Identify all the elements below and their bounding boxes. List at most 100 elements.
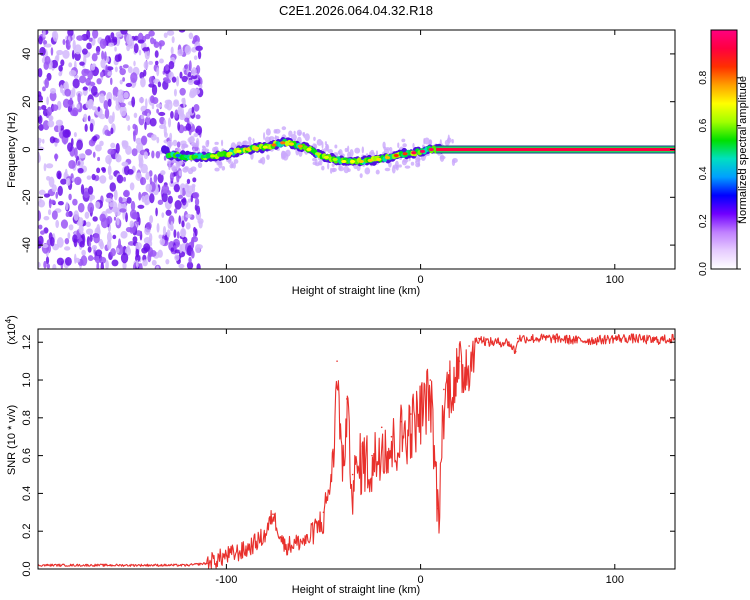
noise-speckle: [74, 176, 82, 186]
ridge-core: [253, 146, 260, 150]
ridge-halo-speckle: [314, 162, 321, 167]
ridge-core: [175, 153, 181, 158]
noise-speckle: [89, 196, 93, 202]
spectrogram-y-tick-label: 20: [21, 96, 33, 108]
noise-speckle: [192, 191, 200, 199]
ridge-core: [183, 154, 190, 159]
spectrogram-x-label: Height of straight line (km): [292, 285, 420, 297]
noise-speckle: [174, 208, 178, 214]
colorbar-tick-label: 0.4: [698, 166, 709, 180]
noise-speckle: [187, 198, 192, 203]
noise-speckle: [158, 234, 163, 239]
ridge-core: [262, 145, 268, 149]
noise-speckle: [179, 87, 186, 96]
noise-speckle: [42, 40, 48, 45]
ridge-halo-speckle: [402, 143, 407, 148]
noise-speckle: [188, 32, 194, 40]
snr-data-point: [70, 564, 72, 567]
noise-speckle: [106, 208, 111, 214]
snr-data-point: [361, 445, 364, 447]
noise-speckle: [60, 59, 65, 67]
ridge-halo-speckle: [304, 133, 310, 141]
noise-speckle: [110, 32, 115, 39]
noise-speckle: [115, 103, 121, 111]
noise-speckle: [99, 93, 105, 104]
noise-speckle: [135, 172, 143, 181]
snr-marks: [38, 333, 675, 569]
noise-speckle: [190, 238, 195, 249]
noise-speckle: [47, 209, 52, 216]
noise-speckle: [42, 30, 46, 38]
colorbar: 0.0 0.2 0.4 0.6 0.8 Normalized spectral ampl…: [698, 29, 749, 276]
noise-speckle: [65, 211, 70, 218]
noise-speckle: [195, 114, 201, 120]
noise-speckle: [181, 197, 187, 206]
noise-speckle: [173, 229, 177, 238]
noise-speckle: [170, 220, 174, 231]
snr-y-tick-label: 0.2: [21, 524, 33, 539]
noise-speckle: [52, 104, 59, 112]
noise-speckle: [155, 207, 158, 217]
noise-speckle: [181, 97, 185, 104]
snr-data-point: [342, 464, 344, 466]
noise-speckle: [51, 184, 57, 193]
noise-speckle: [122, 261, 127, 269]
colorbar-tick-label: 0.8: [698, 70, 709, 84]
noise-speckle: [57, 201, 64, 206]
noise-speckle: [110, 77, 113, 86]
noise-speckle: [125, 115, 131, 122]
noise-speckle: [45, 256, 50, 265]
noise-speckle: [81, 249, 86, 256]
noise-speckle: [193, 132, 199, 138]
noise-speckle: [55, 219, 60, 229]
ridge-halo-speckle: [321, 165, 325, 171]
noise-speckle: [38, 106, 42, 111]
noise-speckle: [143, 151, 149, 160]
noise-speckle: [38, 110, 41, 117]
noise-speckle: [105, 64, 108, 75]
noise-speckle: [48, 115, 54, 122]
ridge-halo-speckle: [383, 146, 387, 151]
snr-x-tick-label: 0: [418, 574, 424, 586]
noise-speckle: [169, 172, 174, 182]
noise-speckle: [145, 222, 152, 230]
noise-speckle: [116, 217, 120, 226]
snr-data-point: [497, 341, 500, 344]
noise-speckle: [135, 260, 139, 269]
noise-speckle: [103, 99, 109, 110]
noise-speckle: [153, 174, 158, 184]
noise-speckle: [77, 92, 81, 103]
noise-speckle: [106, 239, 112, 250]
noise-speckle: [67, 30, 74, 37]
noise-speckle: [115, 151, 120, 162]
noise-speckle: [138, 191, 142, 201]
noise-speckle: [38, 123, 44, 131]
noise-speckle: [130, 72, 138, 84]
noise-speckle: [72, 198, 78, 206]
snr-data-point: [516, 337, 519, 340]
noise-speckle: [117, 89, 125, 101]
snr-y-tick-label: 0.4: [21, 486, 33, 501]
noise-speckle: [119, 208, 127, 213]
noise-speckle: [139, 71, 145, 80]
noise-speckle: [68, 159, 76, 169]
noise-speckle: [185, 222, 191, 230]
ridge-halo-speckle: [291, 133, 297, 141]
noise-speckle: [105, 154, 112, 165]
ridge-halo-speckle: [313, 136, 316, 141]
ridge-core: [192, 155, 198, 159]
snr-data-point: [419, 398, 422, 400]
snr-y-label: SNR (10 * v/v): [6, 405, 18, 475]
noise-speckle: [191, 67, 197, 77]
noise-speckle: [150, 134, 157, 141]
noise-speckle: [131, 148, 138, 157]
snr-x-label: Height of straight line (km): [292, 584, 420, 596]
noise-speckle: [130, 200, 136, 212]
noise-speckle: [156, 108, 160, 114]
noise-speckle: [56, 170, 62, 180]
noise-speckle: [119, 68, 126, 76]
ridge-halo-speckle: [265, 128, 271, 136]
snr-data-point: [303, 539, 305, 542]
snr-scale-suffix: ): [6, 315, 18, 319]
